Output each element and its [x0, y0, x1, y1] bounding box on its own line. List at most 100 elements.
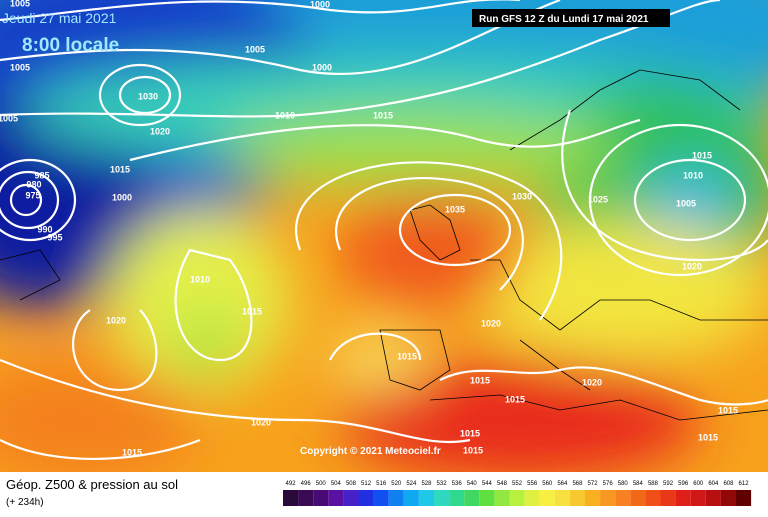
isobar-label: 990	[37, 224, 52, 234]
isobar-label: 1005	[676, 198, 696, 208]
scale-swatch	[479, 490, 495, 506]
isobar-label: 1015	[397, 351, 417, 361]
scale-swatch	[554, 490, 570, 506]
scale-swatch	[494, 490, 510, 506]
isobar-label: 975	[25, 190, 40, 200]
scale-swatch	[600, 490, 616, 506]
color-scale: 492 496 500 504 508 512 516 520 524 528 532 536 540 5…	[283, 481, 752, 506]
scale-swatch	[283, 490, 299, 506]
scale-label: 604	[708, 481, 719, 487]
isobar-label: 1000	[312, 62, 332, 72]
scale-label: 560	[542, 481, 553, 487]
scale-label: 592	[663, 481, 674, 487]
isobar-label: 1020	[106, 315, 126, 325]
isobar-label: 1000	[310, 0, 330, 9]
scale-label: 504	[331, 481, 342, 487]
isobar-label: 980	[26, 179, 41, 189]
scale-label: 572	[588, 481, 599, 487]
isobar-label: 1015	[460, 428, 480, 438]
scale-label: 612	[739, 481, 750, 487]
isobar-label: 1015	[692, 150, 712, 160]
scale-label: 588	[648, 481, 659, 487]
footer-title: Géop. Z500 & pression au sol	[6, 477, 178, 492]
scale-swatch	[343, 490, 359, 506]
isobar-label: 1005	[245, 44, 265, 54]
isobar-label: 1020	[150, 126, 170, 136]
scale-label: 528	[421, 481, 432, 487]
run-box	[472, 9, 670, 27]
isobar-label: 1000	[112, 192, 132, 202]
scale-swatch	[358, 490, 374, 506]
isobar-label: 1015	[470, 375, 490, 385]
scale-label: 568	[572, 481, 583, 487]
scale-label: 600	[693, 481, 704, 487]
scale-label: 596	[678, 481, 689, 487]
isobar-label: 995	[47, 232, 62, 242]
isobar-label: 1005	[10, 0, 30, 8]
forecast-time: 8:00 locale	[22, 35, 119, 56]
isobar-label: 1015	[463, 445, 483, 455]
footer-lead: (+ 234h)	[6, 497, 44, 508]
scale-swatch	[403, 490, 419, 506]
run-info: Run GFS 12 Z du Lundi 17 mai 2021	[479, 14, 649, 25]
scale-swatch	[373, 490, 389, 506]
copyright: Copyright © 2021 Meteociel.fr	[300, 446, 441, 457]
isobar-label: 1010	[190, 274, 210, 284]
scale-swatch	[720, 490, 736, 506]
scale-swatch	[313, 490, 329, 506]
scale-label: 520	[391, 481, 402, 487]
isobar-label: 1035	[445, 204, 465, 214]
scale-label: 524	[406, 481, 417, 487]
scale-swatch	[509, 490, 525, 506]
scale-swatch	[464, 490, 480, 506]
scale-swatch	[645, 490, 661, 506]
scale-swatch	[418, 490, 434, 506]
isobar-labels: 1005 1000 1005 1005 1000 1030 1005 1010 1015 1020…	[0, 0, 738, 457]
forecast-date: Jeudi 27 mai 2021	[2, 10, 117, 26]
isobar-label: 1010	[683, 170, 703, 180]
scale-swatch	[539, 490, 555, 506]
isobars	[0, 0, 768, 461]
scale-swatch	[569, 490, 585, 506]
field: 1005 1000 1005 1005 1000 1030 1005 1010 1015 1020…	[0, 0, 768, 472]
scale-swatch	[388, 490, 404, 506]
scale-swatch	[328, 490, 344, 506]
scale-label: 608	[723, 481, 734, 487]
scale-swatch	[449, 490, 465, 506]
isobar-label: 1015	[122, 447, 142, 457]
isobar-label: 1025	[588, 194, 608, 204]
scale-swatch	[736, 490, 752, 506]
isobar-label: 1020	[481, 318, 501, 328]
scale-label: 564	[557, 481, 568, 487]
scale-swatch	[298, 490, 314, 506]
scale-label: 536	[452, 481, 463, 487]
scale-swatch	[434, 490, 450, 506]
scale-label: 584	[633, 481, 644, 487]
scale-label: 544	[482, 481, 493, 487]
scale-swatch	[675, 490, 691, 506]
scale-label: 512	[361, 481, 372, 487]
isobar-label: 1015	[110, 164, 130, 174]
isobar-label: 1010	[275, 110, 295, 120]
isobar-label: 1015	[242, 306, 262, 316]
scale-swatch	[630, 490, 646, 506]
scale-swatch	[660, 490, 676, 506]
scale-label: 492	[286, 481, 297, 487]
scale-label: 532	[437, 481, 448, 487]
scale-label: 508	[346, 481, 357, 487]
isobar-label: 985	[34, 170, 49, 180]
scale-swatch	[690, 490, 706, 506]
isobar-label: 1030	[512, 191, 532, 201]
scale-label: 580	[618, 481, 629, 487]
isobar-label: 1015	[505, 394, 525, 404]
scale-label: 540	[467, 481, 478, 487]
isobar-label: 1020	[682, 261, 702, 271]
scale-label: 500	[316, 481, 327, 487]
isobar-label: 1005	[10, 62, 30, 72]
scale-label: 556	[527, 481, 538, 487]
scale-swatch	[585, 490, 601, 506]
scale-label: 516	[376, 481, 387, 487]
isobar-label: 1020	[251, 417, 271, 427]
